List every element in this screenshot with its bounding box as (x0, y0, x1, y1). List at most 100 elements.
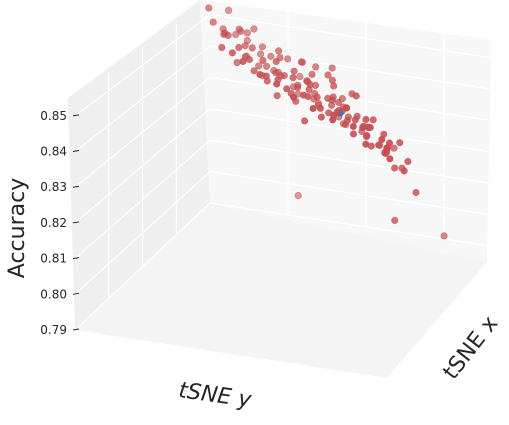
data-point (349, 130, 358, 138)
data-point (243, 29, 251, 37)
grid-line (74, 76, 509, 188)
data-point (316, 104, 325, 112)
data-point (359, 123, 367, 132)
data-point (267, 52, 275, 60)
data-point (386, 155, 394, 163)
z-tick-mark (72, 328, 80, 331)
data-point (284, 55, 292, 63)
data-point (362, 115, 370, 124)
z-tick-label: 0.79 (40, 323, 67, 337)
data-point (396, 139, 404, 147)
data-point (294, 192, 302, 200)
data-point (283, 85, 291, 93)
data-point (328, 64, 336, 72)
axis-panes (68, 0, 491, 378)
y-axis-label: tSNE x (439, 312, 504, 385)
data-point (232, 30, 240, 39)
data-point (239, 57, 247, 66)
z-tick-mark (72, 185, 80, 188)
data-point (366, 123, 374, 132)
data-point (330, 82, 338, 90)
data-point (257, 50, 265, 58)
data-point (400, 167, 408, 175)
grid-line (74, 108, 509, 224)
data-point (328, 96, 336, 104)
data-point (273, 92, 281, 100)
data-point (289, 74, 297, 82)
data-point (342, 104, 351, 112)
grid-line (74, 45, 509, 153)
data-point (224, 31, 232, 40)
data-point (225, 6, 233, 14)
grid-lines (74, 10, 509, 331)
data-point (313, 93, 321, 101)
z-tick-mark (72, 150, 80, 153)
data-point (375, 141, 383, 149)
data-point (237, 27, 245, 35)
data-point (308, 70, 316, 78)
data-point (297, 58, 306, 66)
data-point (391, 216, 399, 224)
data-point (329, 116, 337, 124)
data-point (258, 43, 267, 51)
data-point (362, 140, 370, 148)
left-pane (68, 0, 210, 330)
data-point (290, 67, 298, 75)
data-point (335, 98, 343, 106)
z-tick-mark (72, 257, 80, 260)
data-point (275, 47, 283, 55)
data-point (317, 113, 326, 121)
data-point (391, 164, 399, 172)
data-point (296, 72, 304, 81)
data-point (306, 80, 314, 89)
data-point (233, 58, 241, 67)
data-point (294, 83, 302, 92)
data-point (301, 117, 309, 125)
data-point (245, 55, 253, 64)
data-point (273, 80, 281, 88)
data-point (378, 136, 386, 144)
z-axis-label: Accuracy (5, 178, 30, 278)
z-tick-mark (72, 114, 80, 117)
data-point (404, 157, 412, 166)
data-point (352, 92, 360, 100)
data-point (341, 120, 350, 129)
data-point (290, 93, 298, 101)
data-point (363, 132, 371, 140)
z-tick-label: 0.85 (40, 109, 67, 123)
data-point (440, 232, 448, 240)
z-tick-label: 0.81 (40, 252, 67, 266)
data-point (205, 4, 213, 12)
back-pane (200, 0, 491, 262)
data-point (312, 63, 320, 71)
data-point (272, 57, 280, 66)
data-point (256, 70, 264, 79)
z-tick-label: 0.80 (40, 287, 67, 301)
z-tick-mark (72, 221, 80, 224)
grid-line (74, 13, 509, 117)
z-tick-mark (72, 292, 80, 295)
data-point (351, 116, 359, 124)
data-point (209, 18, 217, 26)
data-point (250, 25, 258, 33)
data-point (369, 116, 377, 124)
z-tick-label: 0.84 (40, 145, 67, 159)
data-point (241, 42, 249, 50)
data-point (349, 122, 357, 130)
data-point (250, 67, 258, 75)
x-axis-label: tSNE y (177, 378, 254, 413)
z-tick-label: 0.83 (40, 180, 67, 194)
data-point (262, 72, 270, 80)
data-points (205, 4, 448, 240)
data-point (248, 44, 256, 52)
data-point (390, 144, 398, 152)
data-point (299, 91, 308, 99)
grid-line (74, 202, 509, 331)
data-point (324, 71, 332, 79)
data-point (218, 43, 226, 52)
grid-line (74, 139, 509, 260)
z-axis-ticks: 0.79 0.80 0.81 0.82 0.83 0.84 0.85 (40, 109, 80, 337)
grid-line (74, 170, 509, 295)
data-point (255, 62, 263, 70)
